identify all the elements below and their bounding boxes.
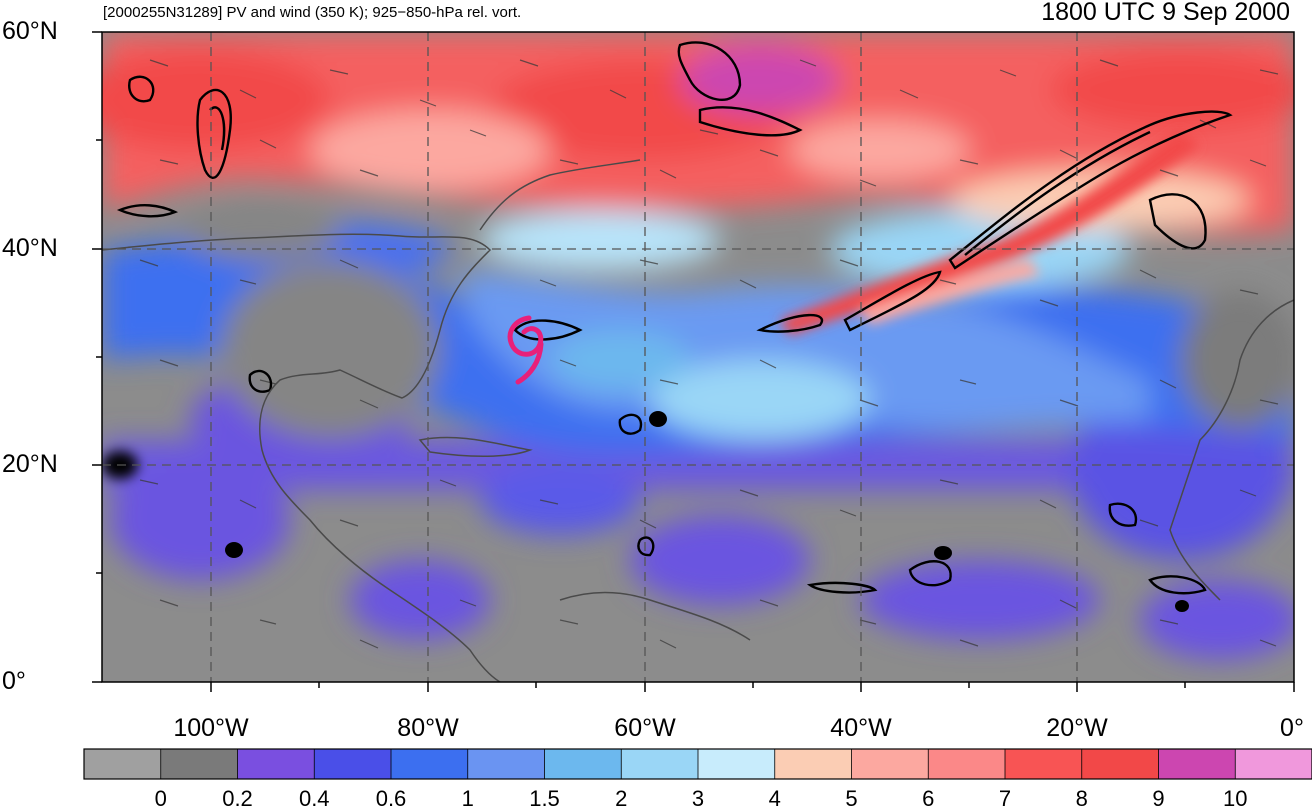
colorbar-swatch — [313, 748, 392, 780]
lon-label-0: 0° — [1280, 714, 1304, 742]
colorbar-swatch — [1158, 748, 1237, 780]
tropical-cyclone-icon — [507, 315, 544, 385]
map-title-left: [2000255N31289] PV and wind (350 K); 925… — [103, 4, 522, 21]
lon-label-40w: 40°W — [830, 714, 892, 742]
colorbar-level-label: 3 — [691, 786, 705, 811]
colorbar-swatch — [237, 748, 316, 780]
lat-label-0: 0° — [2, 667, 26, 695]
coastlines — [102, 159, 1294, 682]
colorbar-level-label: 0.2 — [222, 786, 253, 811]
lon-label-80w: 80°W — [397, 714, 459, 742]
colorbar-level-label: 2 — [615, 786, 628, 811]
colorbar-level-label: 9 — [1152, 786, 1165, 811]
colorbar-swatch — [697, 748, 776, 780]
colorbar-swatch — [160, 748, 239, 780]
colorbar-swatch — [83, 748, 162, 780]
colorbar-swatch — [1004, 748, 1083, 780]
colorbar-level-label: 0 — [154, 786, 167, 811]
lon-label-100w: 100°W — [173, 714, 249, 742]
colorbar-level-label: 0.4 — [298, 786, 330, 811]
vorticity-contours — [116, 41, 1233, 595]
colorbar — [83, 748, 1312, 780]
lat-label-40n: 40°N — [2, 234, 58, 262]
lon-label-60w: 60°W — [614, 714, 676, 742]
colorbar-swatch — [774, 748, 853, 780]
colorbar-swatch — [390, 748, 469, 780]
colorbar-swatch — [851, 748, 930, 780]
colorbar-frame — [83, 748, 1312, 780]
pv-field — [102, 32, 1294, 682]
colorbar-swatch — [1234, 748, 1312, 780]
vorticity-maxima — [225, 411, 1189, 612]
colorbar-level-label: 7 — [998, 786, 1012, 811]
colorbar-level-label: 10 — [1223, 786, 1248, 811]
colorbar-level-label: 1 — [461, 786, 474, 811]
colorbar-swatch — [544, 748, 623, 780]
colorbar-level-label: 6 — [922, 786, 935, 811]
colorbar-level-label: 0.6 — [375, 786, 407, 811]
lat-label-60n: 60°N — [2, 17, 58, 45]
colorbar-level-label: 8 — [1075, 786, 1088, 811]
map-title-right: 1800 UTC 9 Sep 2000 — [1041, 0, 1290, 26]
colorbar-swatch — [620, 748, 699, 780]
colorbar-swatch — [927, 748, 1006, 780]
lon-label-20w: 20°W — [1046, 714, 1108, 742]
colorbar-level-label: 4 — [768, 786, 781, 811]
colorbar-level-label: 5 — [845, 786, 858, 811]
lat-label-20n: 20°N — [2, 450, 58, 478]
colorbar-level-label: 1.5 — [529, 786, 560, 811]
graticule — [102, 32, 1294, 682]
colorbar-swatch — [1081, 748, 1160, 780]
colorbar-swatch — [467, 748, 546, 780]
axis-ticks — [92, 31, 1295, 692]
